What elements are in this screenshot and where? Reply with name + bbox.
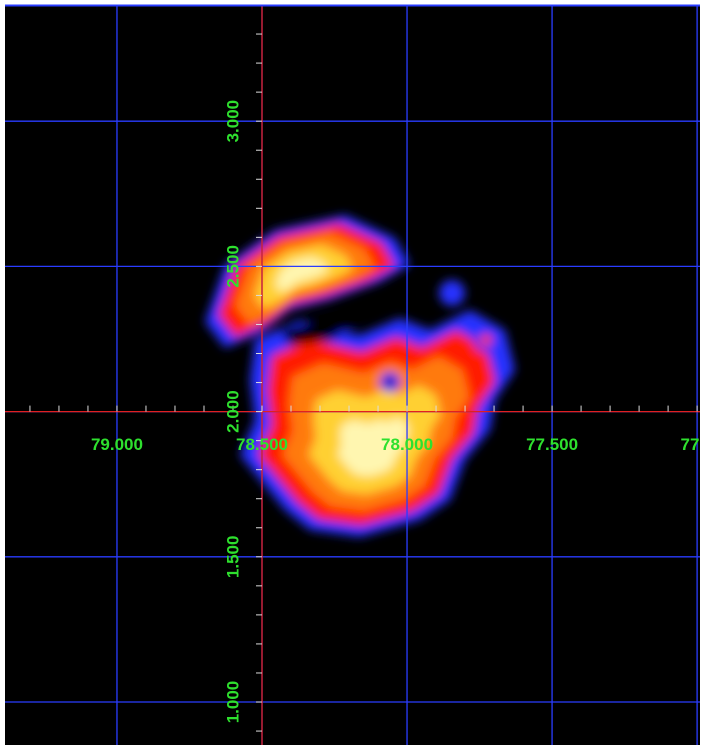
y-tick-label: 3.000	[223, 100, 242, 143]
x-tick-label: 77.500	[526, 435, 578, 454]
y-tick-label: 1.000	[223, 681, 242, 724]
x-tick-label: 77.0	[681, 435, 702, 454]
x-tick-label: 79.000	[91, 435, 143, 454]
y-tick-label: 2.500	[223, 245, 242, 288]
coordinate-grid: 79.000 78.500 78.000 77.500 77.0 1.000 1.500 2.…	[5, 5, 702, 745]
y-tick-label: 1.500	[223, 536, 242, 579]
emission-spot	[480, 334, 492, 346]
x-tick-label: 78.000	[381, 435, 433, 454]
emission-gap	[280, 318, 360, 345]
y-tick-label: 2.000	[223, 390, 242, 433]
emission-hole	[386, 378, 394, 386]
x-tick-label: 78.500	[236, 435, 288, 454]
emission-spot	[439, 280, 465, 306]
emission-layer	[337, 417, 410, 477]
